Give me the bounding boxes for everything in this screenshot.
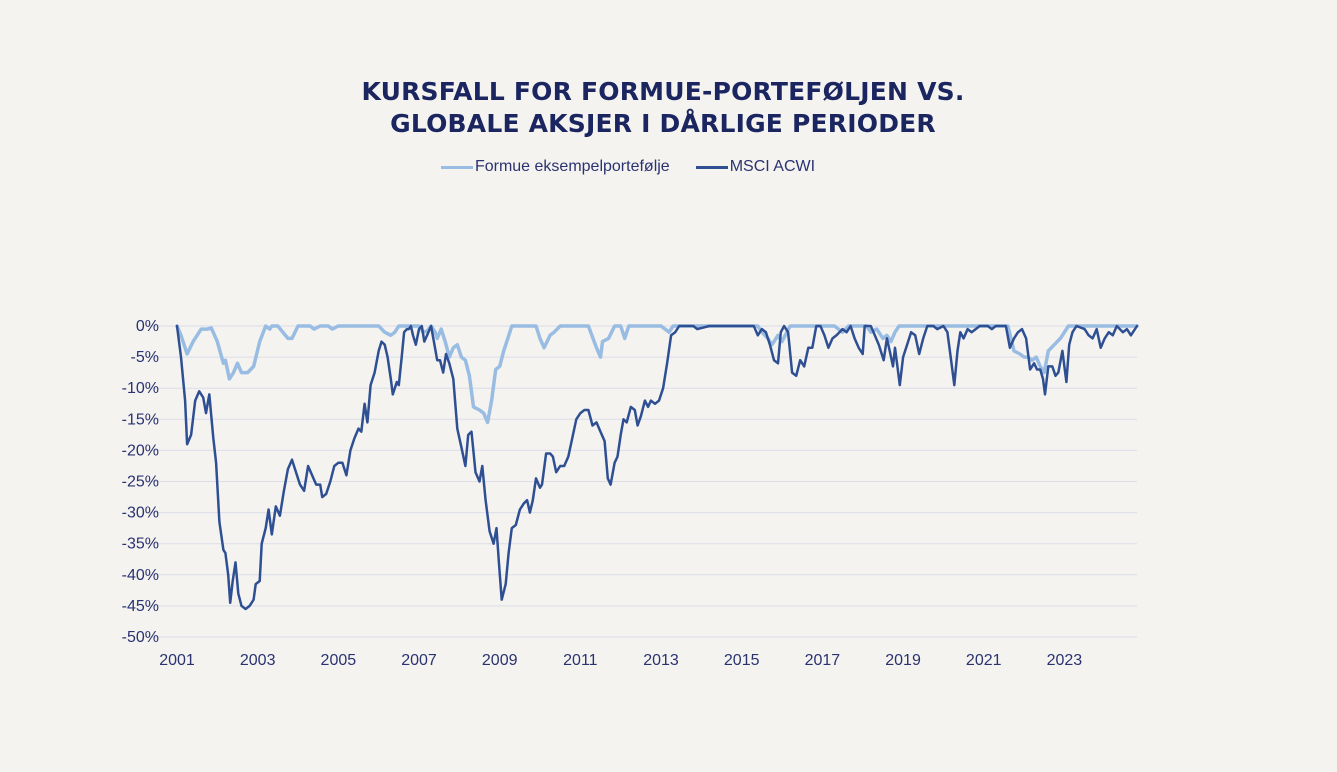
- y-tick-label: 0%: [136, 318, 159, 335]
- legend-label-msci-acwi: MSCI ACWI: [729, 158, 816, 175]
- y-tick-label: -15%: [122, 411, 159, 428]
- series-lines: [175, 324, 1139, 611]
- y-tick-label: -50%: [122, 629, 159, 646]
- x-tick-label: 2019: [885, 652, 921, 669]
- series-line-portfolio: [175, 324, 1139, 425]
- y-tick-label: -5%: [131, 349, 159, 366]
- y-tick-label: -20%: [122, 442, 159, 459]
- chart-title: KURSFALL FOR FORMUE-PORTEFØLJEN VS. GLOB…: [0, 76, 1326, 140]
- x-axis-labels: 2001 2003 2005 2007 2009 2011 2013 2015 2017 2019…: [159, 652, 1082, 669]
- legend-swatch-msci-acwi: [695, 165, 728, 169]
- chart-title-line-1: KURSFALL FOR FORMUE-PORTEFØLJEN VS.: [361, 77, 965, 106]
- y-tick-label: -25%: [122, 474, 159, 491]
- legend-swatch-portfolio: [440, 165, 473, 169]
- x-tick-label: 2015: [724, 652, 760, 669]
- legend-item-portfolio: Formue eksempelportefølje: [440, 158, 670, 176]
- y-tick-label: -45%: [122, 598, 159, 615]
- x-tick-label: 2001: [159, 652, 195, 669]
- y-tick-label: -10%: [122, 380, 159, 397]
- y-tick-label: -30%: [122, 505, 159, 522]
- y-axis-labels: 0% -5% -10% -15% -20% -25% -30% -35% -40% -45% -50…: [122, 318, 159, 646]
- x-tick-label: 2021: [966, 652, 1002, 669]
- chart-legend: Formue eksempelportefølje MSCI ACWI: [0, 158, 1256, 176]
- x-tick-label: 2005: [321, 652, 357, 669]
- x-tick-label: 2003: [240, 652, 276, 669]
- x-tick-label: 2011: [563, 652, 598, 669]
- x-tick-label: 2023: [1047, 652, 1083, 669]
- chart-title-line-2: GLOBALE AKSJER I DÅRLIGE PERIODER: [390, 109, 936, 138]
- legend-item-msci-acwi: MSCI ACWI: [695, 158, 816, 176]
- x-tick-label: 2009: [482, 652, 518, 669]
- y-tick-label: -35%: [122, 536, 159, 553]
- x-tick-label: 2013: [643, 652, 679, 669]
- series-line-msci-acwi: [175, 324, 1139, 611]
- x-tick-label: 2017: [805, 652, 841, 669]
- gridlines: [147, 325, 1137, 638]
- x-tick-label: 2007: [401, 652, 437, 669]
- y-tick-label: -40%: [122, 567, 159, 584]
- legend-label-portfolio: Formue eksempelportefølje: [474, 158, 670, 175]
